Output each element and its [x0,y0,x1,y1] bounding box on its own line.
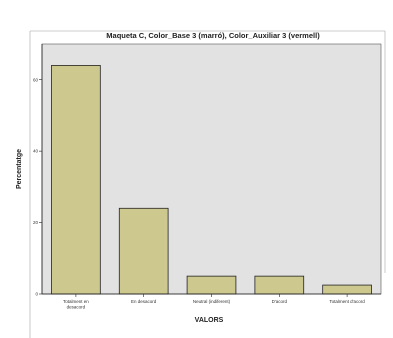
x-axis-label: VALORS [195,317,224,324]
y-tick-label: 0 [35,292,38,297]
x-category-label: Totalment d'acord [329,299,365,304]
bar-4 [254,275,305,295]
x-category-label: D'acord [272,299,288,304]
x-category-label: En desacord [131,299,157,304]
y-axis-ticks: 0 20 40 60 [33,77,42,297]
x-category-label: Totalment en desacord [63,299,89,310]
bar-5 [322,284,372,295]
chart-title: Maqueta C, Color_Base 3 (marró), Color_A… [106,31,320,40]
bar-2 [118,207,169,295]
bar-1 [51,65,101,295]
y-axis-label: Percentatge [16,149,23,189]
bars-group [51,65,372,295]
y-tick-label: 20 [33,220,39,225]
y-tick-label: 60 [33,77,39,82]
bar-3 [186,275,237,295]
x-axis-categories: Totalment en desacord En desacord Neutral (… [63,294,365,310]
x-category-label: Neutral (indiferent) [193,299,231,304]
y-tick-label: 40 [33,149,39,154]
